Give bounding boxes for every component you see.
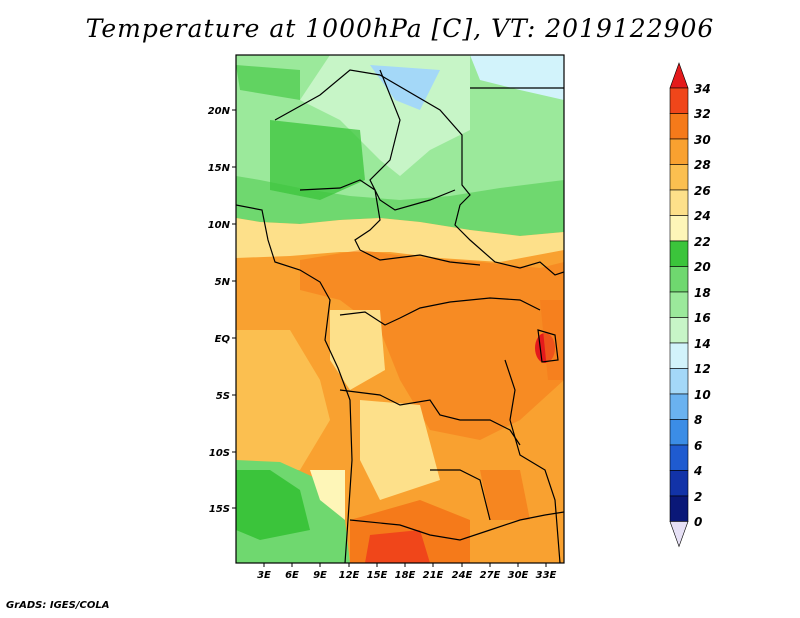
colorbar-swatch bbox=[669, 368, 689, 395]
colorbar-label: 8 bbox=[694, 413, 702, 427]
lat-label: 10N bbox=[208, 220, 231, 231]
lat-label: 15S bbox=[209, 504, 230, 515]
colorbar-labels: 34 32 30 28 26 24 22 20 18 16 14 12 10 8… bbox=[693, 82, 711, 529]
colorbar bbox=[669, 62, 689, 548]
lat-label: 15N bbox=[208, 163, 231, 174]
lon-label: 27E bbox=[480, 570, 501, 581]
colorbar-label: 18 bbox=[694, 286, 711, 300]
colorbar-label: 30 bbox=[694, 133, 711, 147]
lon-label: 33E bbox=[536, 570, 557, 581]
axis-ticks bbox=[232, 109, 547, 567]
lat-label: EQ bbox=[215, 334, 231, 345]
colorbar-label: 24 bbox=[694, 209, 711, 223]
colorbar-swatch bbox=[669, 113, 689, 140]
colorbar-label: 26 bbox=[694, 184, 711, 198]
lon-label: 9E bbox=[313, 570, 327, 581]
lon-label: 15E bbox=[367, 570, 388, 581]
colorbar-swatch bbox=[669, 521, 689, 548]
colorbar-label: 4 bbox=[693, 464, 702, 478]
lon-label: 12E bbox=[339, 570, 360, 581]
lon-label: 21E bbox=[423, 570, 444, 581]
lat-label: 10S bbox=[209, 448, 230, 459]
colorbar-label: 2 bbox=[694, 490, 702, 504]
lat-label: 5S bbox=[216, 391, 230, 402]
country-borders bbox=[236, 69, 564, 563]
colorbar-label: 28 bbox=[694, 158, 711, 172]
colorbar-swatch bbox=[669, 138, 689, 165]
colorbar-swatch bbox=[669, 164, 689, 191]
colorbar-swatch bbox=[669, 317, 689, 344]
lat-label: 20N bbox=[208, 106, 231, 117]
colorbar-label: 14 bbox=[694, 337, 711, 351]
temperature-field bbox=[236, 55, 564, 563]
lon-label: 3E bbox=[257, 570, 271, 581]
colorbar-swatch bbox=[669, 444, 689, 471]
colorbar-label: 16 bbox=[694, 311, 711, 325]
colorbar-label: 34 bbox=[694, 82, 711, 96]
colorbar-swatch bbox=[669, 342, 689, 369]
colorbar-swatch bbox=[669, 62, 689, 89]
lon-label: 18E bbox=[395, 570, 416, 581]
lat-label: 5N bbox=[215, 277, 231, 288]
colorbar-label: 0 bbox=[694, 515, 702, 529]
colorbar-label: 12 bbox=[694, 362, 711, 376]
colorbar-swatch bbox=[669, 470, 689, 497]
colorbar-swatch bbox=[669, 87, 689, 114]
colorbar-label: 10 bbox=[694, 388, 711, 402]
map-frame bbox=[235, 54, 565, 564]
colorbar-swatch bbox=[669, 266, 689, 293]
lon-label: 6E bbox=[285, 570, 299, 581]
colorbar-label: 32 bbox=[694, 107, 711, 121]
colorbar-label: 22 bbox=[694, 235, 711, 249]
colorbar-swatch bbox=[669, 393, 689, 420]
colorbar-label: 20 bbox=[694, 260, 711, 274]
lon-label: 24E bbox=[452, 570, 473, 581]
colorbar-label: 6 bbox=[694, 439, 702, 453]
lon-label: 30E bbox=[508, 570, 529, 581]
colorbar-swatch bbox=[669, 495, 689, 522]
colorbar-swatch bbox=[669, 215, 689, 242]
colorbar-swatch bbox=[669, 189, 689, 216]
colorbar-swatch bbox=[669, 419, 689, 446]
colorbar-swatch bbox=[669, 291, 689, 318]
credit-text: GrADS: IGES/COLA bbox=[6, 600, 110, 611]
chart-title: Temperature at 1000hPa [C], VT: 20191229… bbox=[85, 14, 715, 43]
colorbar-swatch bbox=[669, 240, 689, 267]
